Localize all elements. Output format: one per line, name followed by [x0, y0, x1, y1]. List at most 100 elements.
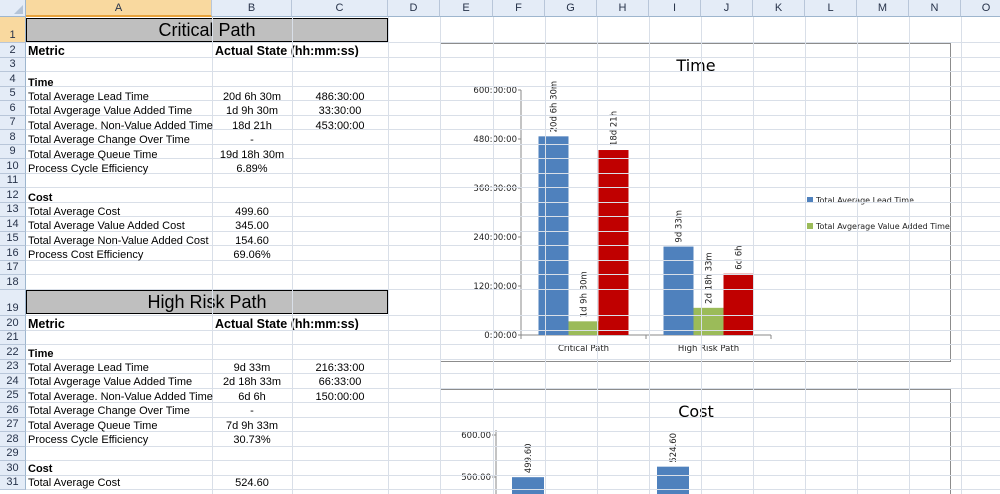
actual-state-value-cell[interactable]: 18d 21h [232, 119, 272, 132]
row-header-3[interactable]: 3 [0, 58, 26, 72]
column-header-j[interactable]: J [701, 0, 753, 17]
actual-state-value-cell[interactable]: 1d 9h 30m [226, 105, 278, 118]
cost-section-label[interactable]: Cost [28, 463, 53, 475]
row-header-14[interactable]: 14 [0, 217, 26, 232]
row-header-15[interactable]: 15 [0, 232, 26, 246]
hhmmss-value-cell[interactable]: 150:00:00 [315, 390, 365, 403]
actual-state-value-cell[interactable]: 69.06% [233, 249, 271, 262]
row-header-26[interactable]: 26 [0, 403, 26, 418]
column-header-g[interactable]: G [545, 0, 597, 17]
row-header-25[interactable]: 25 [0, 389, 26, 403]
column-header-e[interactable]: E [440, 0, 493, 17]
critical-path-banner[interactable]: Critical Path [26, 18, 388, 42]
actual-state-header[interactable]: Actual State (hh:mm:ss) [215, 317, 359, 331]
actual-state-value-cell[interactable]: 19d 18h 30m [219, 148, 285, 161]
legend-entry[interactable]: Total Average Lead Time [815, 196, 914, 205]
column-header-m[interactable]: M [857, 0, 909, 17]
actual-state-value-cell[interactable]: 154.60 [235, 234, 269, 247]
row-header-27[interactable]: 27 [0, 418, 26, 432]
bar[interactable] [512, 477, 544, 494]
legend-entry[interactable]: Total Avgerage Value Added Time [815, 222, 950, 231]
row-header-30[interactable]: 30 [0, 461, 26, 476]
metric-label-cell[interactable]: Total Average Change Over Time [28, 134, 190, 147]
column-header-c[interactable]: C [292, 0, 388, 17]
actual-state-header[interactable]: Actual State (hh:mm:ss) [215, 44, 359, 58]
row-header-21[interactable]: 21 [0, 331, 26, 345]
hhmmss-value-cell[interactable]: 216:33:00 [315, 362, 365, 374]
column-header-l[interactable]: L [805, 0, 857, 17]
actual-state-value-cell[interactable]: - [250, 405, 254, 418]
row-header-28[interactable]: 28 [0, 432, 26, 447]
row-header-7[interactable]: 7 [0, 116, 26, 130]
actual-state-value-cell[interactable]: 20d 6h 30m [222, 91, 282, 103]
row-header-17[interactable]: 17 [0, 261, 26, 275]
row-header-19[interactable]: 19 [0, 290, 26, 316]
row-header-8[interactable]: 8 [0, 130, 26, 145]
hhmmss-value-cell[interactable]: 486:30:00 [315, 91, 365, 103]
actual-state-value-cell[interactable]: - [250, 134, 254, 147]
actual-state-value-cell[interactable]: 7d 9h 33m [226, 419, 278, 432]
column-header-o[interactable]: O [961, 0, 1000, 17]
metric-label-cell[interactable]: Total Average. Non-Value Added Time [28, 119, 213, 132]
row-header-23[interactable]: 23 [0, 360, 26, 374]
metric-label-cell[interactable]: Total Average. Non-Value Added Time [28, 390, 213, 403]
actual-state-value-cell[interactable]: 30.73% [233, 434, 271, 446]
column-header-f[interactable]: F [493, 0, 545, 17]
actual-state-value-cell[interactable]: 9d 33m [233, 362, 271, 374]
row-header-2[interactable]: 2 [0, 43, 26, 58]
row-header-12[interactable]: 12 [0, 188, 26, 203]
row-header-5[interactable]: 5 [0, 87, 26, 101]
metric-label-cell[interactable]: Process Cost Efficiency [28, 249, 144, 262]
metric-header[interactable]: Metric [28, 44, 65, 58]
high-risk-path-banner[interactable]: High Risk Path [26, 290, 388, 314]
actual-state-value-cell[interactable]: 6d 6h [238, 390, 266, 403]
hhmmss-value-cell[interactable]: 33:30:00 [318, 105, 362, 118]
cost-section-label[interactable]: Cost [28, 192, 53, 204]
metric-label-cell[interactable]: Total Avgerage Value Added Time [28, 105, 193, 118]
cost-chart[interactable]: Cost 500.00 600.00 499.60 524.60 [440, 389, 951, 494]
actual-state-value-cell[interactable]: 345.00 [235, 220, 269, 233]
select-all-corner[interactable] [0, 0, 26, 17]
column-header-n[interactable]: N [909, 0, 961, 17]
row-header-29[interactable]: 29 [0, 447, 26, 461]
metric-label-cell[interactable]: Total Average Queue Time [28, 419, 158, 432]
actual-state-value-cell[interactable]: 2d 18h 33m [222, 376, 282, 389]
row-header-1[interactable]: 1 [0, 17, 26, 43]
column-header-h[interactable]: H [597, 0, 649, 17]
row-header-11[interactable]: 11 [0, 174, 26, 188]
metric-label-cell[interactable]: Total Average Value Added Cost [28, 220, 185, 233]
bar[interactable] [598, 150, 629, 335]
column-header-a[interactable]: A [26, 0, 212, 17]
row-header-4[interactable]: 4 [0, 72, 26, 87]
bar[interactable] [663, 246, 694, 335]
column-header-i[interactable]: I [649, 0, 701, 17]
hhmmss-value-cell[interactable]: 66:33:00 [318, 376, 362, 389]
row-header-16[interactable]: 16 [0, 246, 26, 261]
time-section-label[interactable]: Time [28, 348, 54, 360]
hhmmss-value-cell[interactable]: 453:00:00 [315, 119, 365, 132]
column-header-d[interactable]: D [388, 0, 440, 17]
bar[interactable] [568, 321, 599, 335]
metric-label-cell[interactable]: Process Cycle Efficiency [28, 163, 149, 175]
metric-label-cell[interactable]: Total Average Queue Time [28, 148, 158, 161]
row-header-9[interactable]: 9 [0, 145, 26, 159]
row-header-10[interactable]: 10 [0, 159, 26, 174]
row-header-13[interactable]: 13 [0, 203, 26, 217]
column-header-k[interactable]: K [753, 0, 805, 17]
metric-label-cell[interactable]: Process Cycle Efficiency [28, 434, 149, 446]
column-header-b[interactable]: B [212, 0, 292, 17]
row-header-31[interactable]: 31 [0, 476, 26, 490]
actual-state-value-cell[interactable]: 6.89% [236, 163, 268, 175]
metric-label-cell[interactable]: Total Average Cost [28, 206, 121, 218]
row-header-22[interactable]: 22 [0, 345, 26, 360]
metric-header[interactable]: Metric [28, 317, 65, 331]
row-header-20[interactable]: 20 [0, 316, 26, 331]
actual-state-value-cell[interactable]: 499.60 [235, 206, 269, 218]
row-header-6[interactable]: 6 [0, 101, 26, 116]
metric-label-cell[interactable]: Total Average Non-Value Added Cost [28, 234, 209, 247]
bar[interactable] [723, 273, 754, 335]
metric-label-cell[interactable]: Total Average Change Over Time [28, 405, 190, 418]
bar[interactable] [538, 136, 569, 335]
row-header-24[interactable]: 24 [0, 374, 26, 389]
metric-label-cell[interactable]: Total Average Cost [28, 477, 121, 489]
